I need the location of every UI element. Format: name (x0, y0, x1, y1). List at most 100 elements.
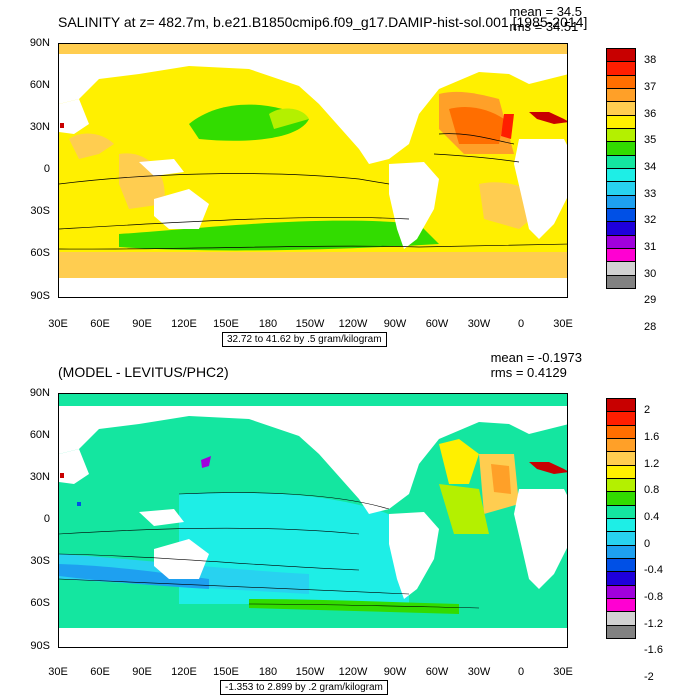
top-lon-label: 120W (338, 318, 368, 330)
top-panel-rms: rms = 34.51 (509, 19, 579, 34)
top-lon-label: 120E (171, 318, 197, 330)
top-contour-info: 32.72 to 41.62 by .5 gram/kilogram (222, 332, 387, 347)
colorbar-label: 1.2 (644, 457, 660, 470)
top-lat-label-0: 0 (43, 163, 50, 175)
colorbar-swatch (606, 518, 636, 533)
bottom-lon-label: 120W (338, 666, 368, 678)
colorbar-swatch (606, 451, 636, 466)
bottom-lon-label: 150W (295, 666, 325, 678)
top-lat-label-60n: 60N (29, 79, 50, 91)
colorbar-label: 32 (644, 214, 657, 227)
colorbar-swatch (606, 114, 636, 129)
bottom-lat-label-60n: 60N (29, 429, 50, 441)
colorbar-label: 31 (644, 241, 657, 253)
bottom-lat-label-30n: 30N (29, 471, 50, 483)
bottom-map-svg (59, 394, 567, 647)
colorbar-swatch (606, 88, 636, 103)
top-lon-label: 60W (425, 318, 449, 330)
colorbar-swatch (606, 194, 636, 209)
bottom-lon-label: 60W (425, 666, 449, 678)
colorbar-swatch (606, 571, 636, 586)
top-lon-label: 180 (258, 318, 278, 330)
colorbar-swatch (606, 154, 636, 169)
colorbar-swatch (606, 181, 636, 196)
bottom-lon-label: 90E (132, 666, 152, 678)
colorbar-swatch (606, 234, 636, 249)
bottom-colorbar (606, 398, 636, 639)
colorbar-label: 34 (644, 161, 657, 173)
bottom-panel-rms: rms = 0.4129 (490, 365, 567, 380)
bottom-lon-label: 60E (90, 666, 110, 678)
colorbar-swatch (606, 274, 636, 289)
top-panel-mean: mean = 34.5 (509, 4, 582, 19)
bottom-lon-label: 120E (171, 666, 197, 678)
colorbar-label: 0.4 (644, 511, 660, 523)
colorbar-swatch (606, 61, 636, 76)
colorbar-swatch (606, 598, 636, 613)
top-lat-label-30n: 30N (29, 121, 50, 133)
colorbar-label: 38 (644, 54, 657, 67)
colorbar-label: 1.6 (644, 431, 660, 443)
colorbar-swatch (606, 168, 636, 183)
colorbar-label: 36 (644, 107, 657, 120)
bottom-panel-stats: mean = -0.1973 rms = 0.4129 (491, 350, 582, 380)
bottom-lon-label: 180 (258, 666, 278, 678)
top-map-svg (59, 44, 567, 297)
top-lon-label: 150W (295, 318, 325, 330)
colorbar-label: 33 (644, 187, 657, 200)
colorbar-label: -1.2 (644, 617, 663, 630)
top-lon-label: 30W (467, 318, 491, 330)
colorbar-swatch (606, 74, 636, 89)
bottom-lon-label: 30E (553, 666, 573, 678)
bottom-panel-title: (MODEL - LEVITUS/PHC2) (58, 364, 229, 380)
top-lat-label-90n: 90N (29, 37, 50, 49)
colorbar-swatch (606, 248, 636, 263)
bottom-lat-label-90n: 90N (29, 387, 50, 399)
colorbar-swatch (606, 491, 636, 506)
bottom-lat-label-60s: 60S (30, 597, 50, 609)
bottom-lat-label-90s: 90S (30, 640, 50, 652)
colorbar-swatch (606, 208, 636, 223)
colorbar-label: -0.8 (644, 591, 663, 603)
top-lon-label: 90W (383, 318, 407, 330)
colorbar-swatch (606, 141, 636, 156)
colorbar-swatch (606, 411, 636, 426)
bottom-panel: (MODEL - LEVITUS/PHC2) mean = -0.1973 rm… (0, 350, 700, 700)
colorbar-label: -2 (644, 671, 654, 683)
bottom-contour-info: -1.353 to 2.899 by .2 gram/kilogram (220, 680, 388, 695)
colorbar-swatch (606, 398, 636, 413)
colorbar-label: -0.4 (644, 564, 663, 577)
colorbar-label: 37 (644, 81, 657, 93)
top-lat-label-60s: 60S (30, 247, 50, 259)
bottom-panel-mean: mean = -0.1973 (490, 350, 582, 365)
bottom-difference-map (58, 393, 568, 648)
bottom-lon-label: 90W (383, 666, 407, 678)
colorbar-swatch (606, 504, 636, 519)
colorbar-label: 0.8 (644, 484, 660, 497)
top-salinity-map (58, 43, 568, 298)
colorbar-swatch (606, 221, 636, 236)
top-panel: SALINITY at z= 482.7m, b.e21.B1850cmip6.… (29, 4, 657, 347)
top-colorbar (606, 48, 636, 289)
top-panel-title: SALINITY at z= 482.7m, b.e21.B1850cmip6.… (58, 14, 588, 30)
bottom-lon-label: 0 (517, 666, 525, 678)
bottom-lon-label: 30E (48, 666, 68, 678)
colorbar-swatch (606, 624, 636, 639)
top-lon-label: 0 (517, 318, 525, 330)
colorbar-swatch (606, 128, 636, 143)
colorbar-swatch (606, 584, 636, 599)
top-lon-label: 30E (48, 318, 68, 330)
top-lat-label-30s: 30S (30, 205, 50, 217)
colorbar-label: -1.6 (644, 644, 663, 657)
colorbar-label: 35 (644, 134, 657, 147)
top-lon-label: 150E (213, 318, 239, 330)
colorbar-swatch (606, 48, 636, 63)
top-lon-label: 30E (553, 318, 573, 330)
colorbar-swatch (606, 531, 636, 546)
colorbar-swatch (606, 611, 636, 626)
bottom-lat-label-30s: 30S (30, 555, 50, 567)
bottom-lat-label-0: 0 (43, 513, 50, 525)
colorbar-swatch (606, 558, 636, 573)
top-lon-label: 90E (132, 318, 152, 330)
colorbar-swatch (606, 478, 636, 493)
